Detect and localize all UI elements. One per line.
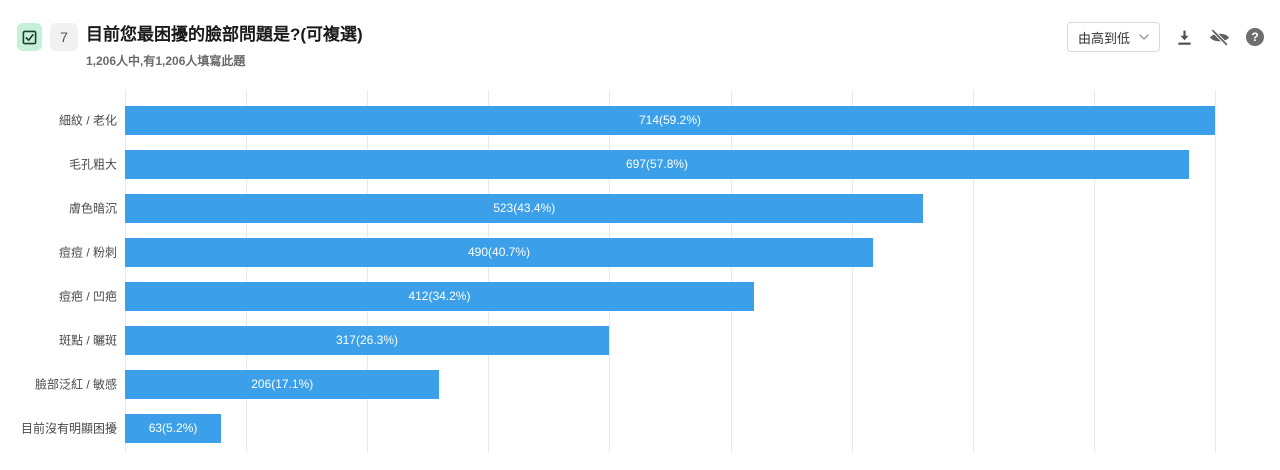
header-controls: 由高到低 ? xyxy=(1066,22,1264,52)
gridline xyxy=(609,90,611,453)
bar-chart: 細紋 / 老化 714(59.2%) 毛孔粗大 697(57.8%) 膚色暗沉 … xyxy=(21,90,1216,453)
gridline xyxy=(1215,90,1216,453)
chart-row: 斑點 / 曬斑 317(26.3%) xyxy=(59,318,1215,362)
gridline xyxy=(246,90,248,453)
category-label: 斑點 / 曬斑 xyxy=(58,333,117,348)
chart-row: 膚色暗沉 523(43.4%) xyxy=(69,186,1215,230)
question-number: 7 xyxy=(60,29,68,45)
gridline xyxy=(730,90,732,453)
chart-rows: 細紋 / 老化 714(59.2%) 毛孔粗大 697(57.8%) 膚色暗沉 … xyxy=(21,90,1215,453)
chart-row: 臉部泛紅 / 敏感 206(17.1%) xyxy=(35,362,1215,406)
bar[interactable]: 63(5.2%) xyxy=(125,413,222,443)
hide-question-button[interactable] xyxy=(1209,28,1230,46)
gridline xyxy=(972,90,974,453)
category-label: 細紋 / 老化 xyxy=(58,113,117,128)
help-button[interactable]: ? xyxy=(1246,28,1264,46)
bar-value-label: 697(57.8%) xyxy=(626,157,689,171)
bar-value-label: 490(40.7%) xyxy=(468,245,531,259)
bar[interactable]: 412(34.2%) xyxy=(125,281,754,311)
chart-row: 目前沒有明顯困擾 63(5.2%) xyxy=(21,406,1215,450)
bar[interactable]: 317(26.3%) xyxy=(125,325,609,355)
bar-value-label: 412(34.2%) xyxy=(408,289,471,303)
gridline xyxy=(1093,90,1095,453)
bar[interactable]: 523(43.4%) xyxy=(125,193,924,223)
response-count-subtitle: 1,206人中,有1,206人填寫此題 xyxy=(86,54,246,68)
bar-value-label: 206(17.1%) xyxy=(251,377,314,391)
bar[interactable]: 206(17.1%) xyxy=(125,369,440,399)
category-label: 痘痘 / 粉刺 xyxy=(58,245,117,260)
category-label: 膚色暗沉 xyxy=(68,201,117,216)
question-title: 目前您最困擾的臉部問題是?(可複選) xyxy=(86,25,363,44)
category-label: 毛孔粗大 xyxy=(68,157,117,172)
gridline xyxy=(125,90,126,453)
eye-off-icon xyxy=(1210,28,1229,46)
sort-order-value: 由高到低 xyxy=(1077,30,1130,46)
chart-row: 毛孔粗大 697(57.8%) xyxy=(69,142,1215,186)
category-label: 痘疤 / 凹疤 xyxy=(58,289,117,304)
bar[interactable]: 490(40.7%) xyxy=(125,237,874,267)
question-titles: 目前您最困擾的臉部問題是?(可複選) 1,206人中,有1,206人填寫此題 xyxy=(86,24,363,69)
checkbox-checked-icon xyxy=(22,30,37,44)
gridline xyxy=(367,90,369,453)
download-button[interactable] xyxy=(1176,29,1193,46)
gridline xyxy=(851,90,853,453)
category-label: 臉部泛紅 / 敏感 xyxy=(34,377,117,392)
chart-row: 痘疤 / 凹疤 412(34.2%) xyxy=(59,274,1215,318)
bar-value-label: 523(43.4%) xyxy=(493,201,556,215)
gridline xyxy=(488,90,490,453)
chevron-down-icon xyxy=(1139,34,1149,40)
bar[interactable]: 697(57.8%) xyxy=(125,149,1190,179)
chart-row: 痘痘 / 粉刺 490(40.7%) xyxy=(59,230,1215,274)
bar-value-label: 714(59.2%) xyxy=(638,113,702,127)
multiple-choice-type-badge xyxy=(17,23,42,51)
question-mark-icon: ? xyxy=(1251,30,1259,44)
bar-value-label: 63(5.2%) xyxy=(148,421,198,435)
chart-row: 細紋 / 老化 714(59.2%) xyxy=(59,98,1215,142)
download-icon xyxy=(1178,30,1191,45)
bar[interactable]: 714(59.2%) xyxy=(125,105,1215,135)
sort-order-dropdown[interactable]: 由高到低 xyxy=(1066,22,1160,52)
question-number-badge: 7 xyxy=(50,23,78,51)
category-label: 目前沒有明顯困擾 xyxy=(20,421,117,436)
bar-value-label: 317(26.3%) xyxy=(335,333,398,347)
